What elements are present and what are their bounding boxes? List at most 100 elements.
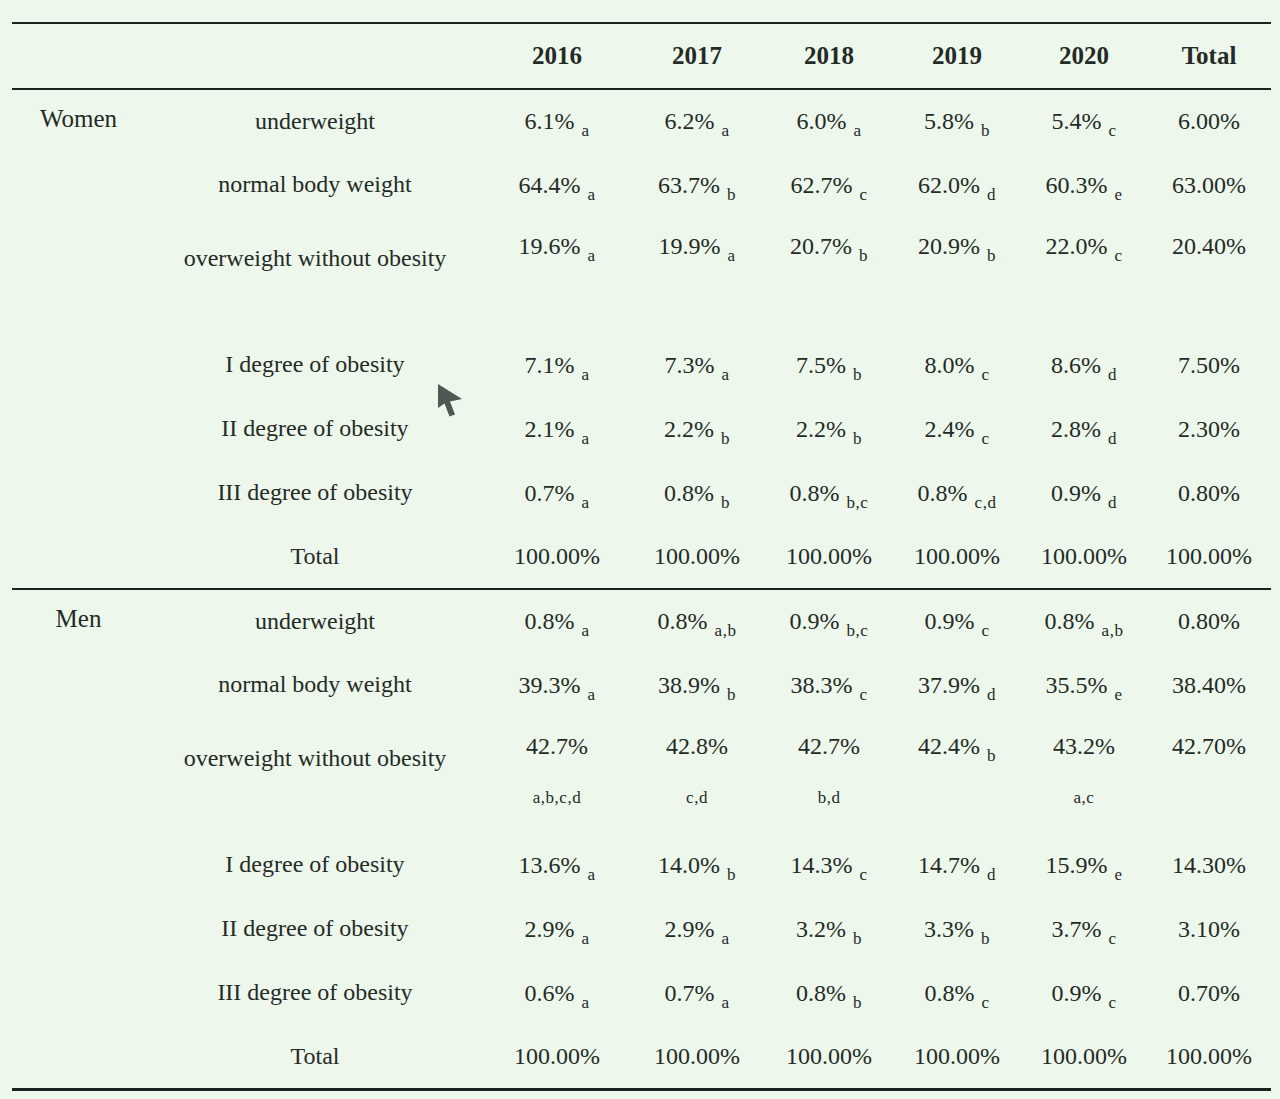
significance-subscript: c [1108,121,1116,141]
significance-subscript: c [1108,993,1116,1013]
category-label-cell: Total [145,1025,485,1089]
value-cell: 0.80% [1147,589,1271,653]
value-cell: 6.00% [1147,89,1271,153]
significance-subscript: b [853,929,862,949]
category-label: I degree of obesity [180,349,450,380]
table-row: I degree of obesity13.6%a14.0%b14.3%c14.… [12,833,1271,897]
value-cell: 38.3%c [765,653,893,717]
value-cell: 3.10% [1147,897,1271,961]
value-cell: 100.00% [629,1025,765,1089]
percent-value: 100.00% [1166,543,1252,569]
percent-value: 0.8% [918,480,968,506]
significance-subscript: c [981,993,989,1013]
percent-value: 2.1% [524,416,574,442]
value-cell: 2.2%b [765,397,893,461]
category-label: I degree of obesity [180,849,450,880]
table-row: normal body weight39.3%a38.9%b38.3%c37.9… [12,653,1271,717]
percent-value: 2.9% [524,916,574,942]
header-year-2019: 2019 [893,23,1021,89]
percent-value: 0.9% [1051,980,1101,1006]
value-cell: 0.8% c [893,961,1021,1025]
value-cell: 0.7%a [485,461,629,525]
significance-subscript: b [987,246,996,266]
percent-value: 14.0% [658,852,720,878]
significance-subscript: d [1108,493,1117,513]
value-cell: 43.2%a,c [1021,717,1147,833]
value-cell: 38.9%b [629,653,765,717]
header-empty-category [145,23,485,89]
percent-value: 42.7% [798,733,860,759]
value-cell: 63.00% [1147,153,1271,217]
value-cell: 42.70% [1147,717,1271,833]
value-cell: 64.4%a [485,153,629,217]
value-cell: 0.8%a,b [629,589,765,653]
significance-subscript: b [853,993,862,1013]
percent-value: 0.7% [524,480,574,506]
significance-subscript: a [587,246,595,266]
significance-subscript: b [853,365,862,385]
percent-value: 37.9% [918,672,980,698]
percent-value: 42.8% [666,733,728,759]
value-cell: 100.00% [1147,1025,1271,1089]
percent-value: 22.0% [1045,233,1107,259]
percent-value: 14.7% [918,852,980,878]
significance-subscript: d [987,185,996,205]
value-cell: 2.2%b [629,397,765,461]
category-label-cell: overweight without obesity [145,717,485,833]
significance-subscript: a [581,993,589,1013]
significance-subscript: b [859,246,868,266]
value-cell: 100.00% [893,1025,1021,1089]
percent-value: 7.50% [1178,352,1240,378]
significance-subscript: a,b [1102,621,1124,641]
value-cell: 5.4%c [1021,89,1147,153]
header-year-2016: 2016 [485,23,629,89]
value-cell: 0.9%c [893,589,1021,653]
category-label-cell: Total [145,525,485,589]
significance-subscript: c [859,865,867,885]
prevalence-table-container: 20162017201820192020Total Womenunderweig… [12,22,1271,1091]
category-label-cell: overweight without obesity [145,217,485,333]
value-cell: 7.5%b [765,333,893,397]
category-label-cell: underweight [145,589,485,653]
value-cell: 0.9%b,c [765,589,893,653]
weight-category-table: 20162017201820192020Total Womenunderweig… [12,22,1271,1091]
value-cell: 22.0%c [1021,217,1147,333]
value-cell: 14.3%c [765,833,893,897]
percent-value: 20.40% [1172,233,1246,259]
value-cell: 0.6%a [485,961,629,1025]
category-label-cell: I degree of obesity [145,833,485,897]
category-label: Total [180,1041,450,1072]
value-cell: 100.00% [1021,1025,1147,1089]
percent-value: 100.00% [654,543,740,569]
percent-value: 38.3% [790,672,852,698]
percent-value: 7.1% [524,352,574,378]
percent-value: 6.00% [1178,108,1240,134]
value-cell: 42.8%c,d [629,717,765,833]
percent-value: 8.0% [924,352,974,378]
significance-subscript: a [721,929,729,949]
significance-subscript: a [853,121,861,141]
percent-value: 100.00% [514,543,600,569]
percent-value: 0.80% [1178,480,1240,506]
significance-subscript: a [587,185,595,205]
category-label: underweight [180,106,450,137]
category-label: Total [180,541,450,572]
significance-subscript: b [721,429,730,449]
value-cell: 2.9%a [485,897,629,961]
percent-value: 63.00% [1172,172,1246,198]
significance-subscript: b [981,929,990,949]
percent-value: 0.8% [924,980,974,1006]
significance-subscript: c [859,185,867,205]
significance-subscript: b [981,121,990,141]
percent-value: 3.10% [1178,916,1240,942]
value-cell: 0.7%a [629,961,765,1025]
value-cell: 13.6%a [485,833,629,897]
percent-value: 6.0% [796,108,846,134]
percent-value: 3.7% [1051,916,1101,942]
percent-value: 8.6% [1051,352,1101,378]
category-label: underweight [180,606,450,637]
percent-value: 100.00% [786,1043,872,1069]
value-cell: 62.0%d [893,153,1021,217]
percent-value: 2.4% [924,416,974,442]
table-row: III degree of obesity0.7%a0.8%b0.8%b,c0.… [12,461,1271,525]
